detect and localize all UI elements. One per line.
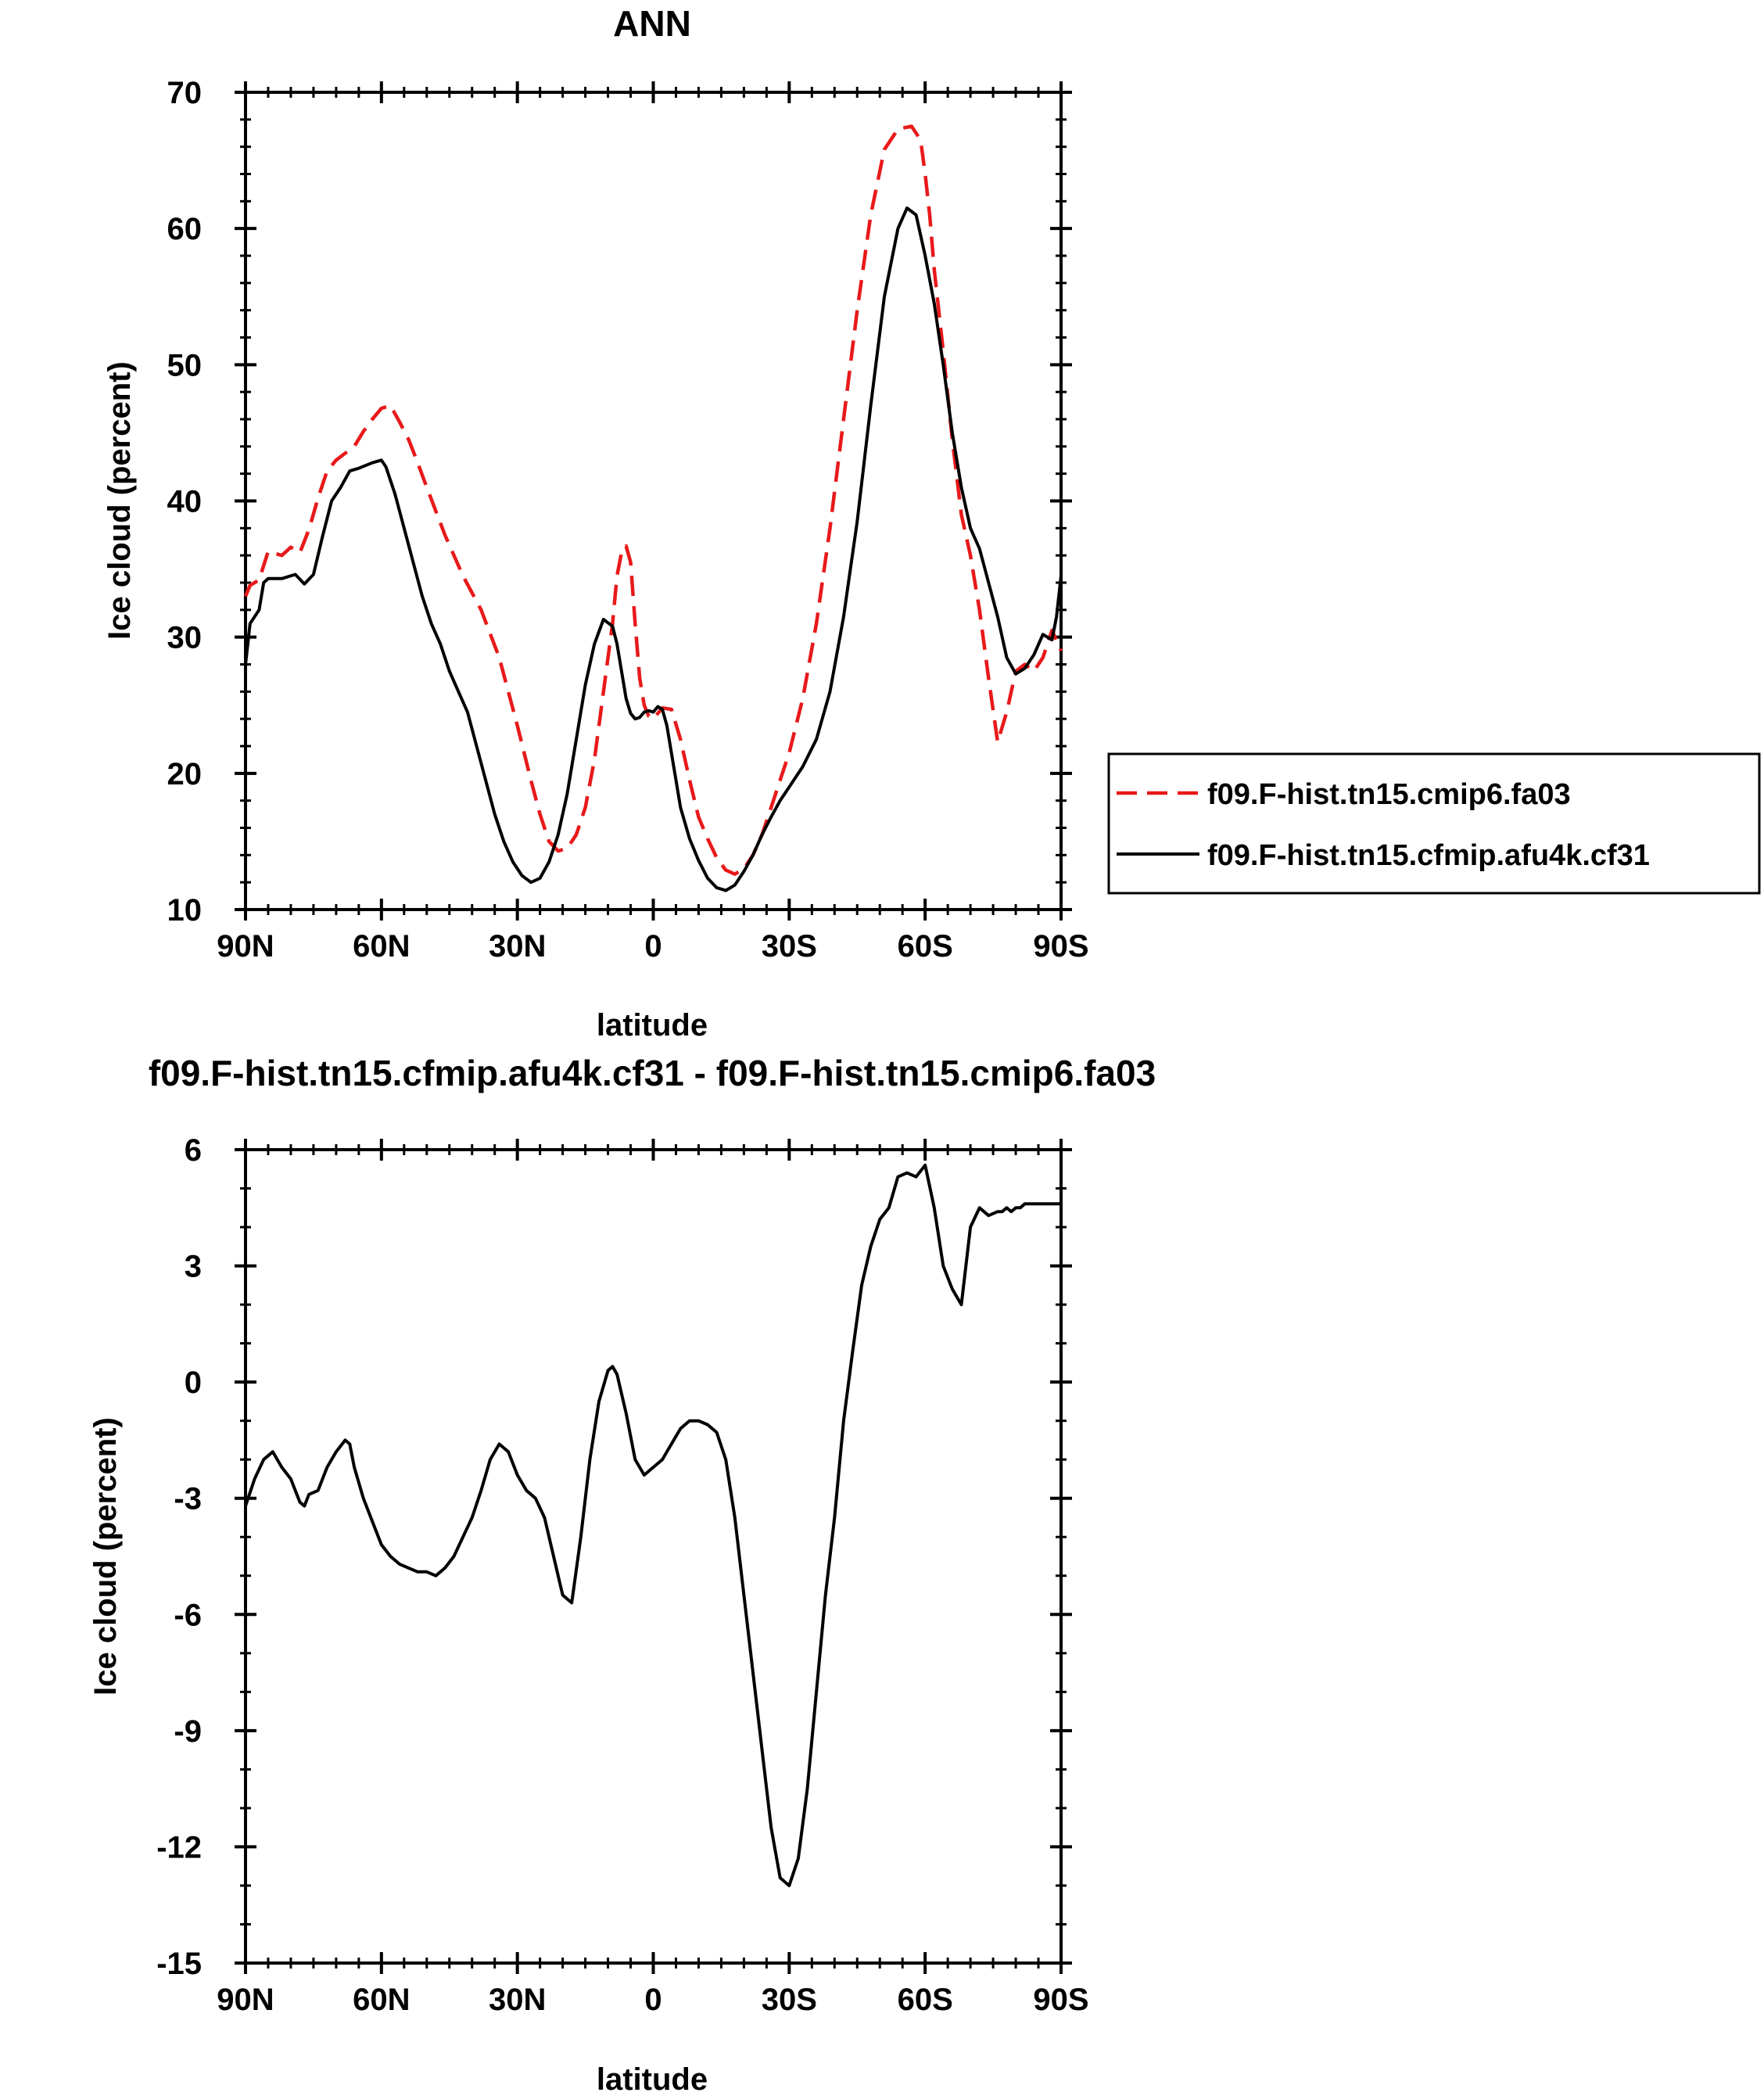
bottom-y-tick-label: -15 (156, 1947, 202, 1981)
bottom-major-ticks (235, 1139, 1072, 1974)
top-y-tick-labels: 10 20 30 40 50 60 70 (167, 76, 203, 928)
bottom-y-axis-label: Ice cloud (percent) (88, 1417, 123, 1696)
top-x-axis-label: latitude (597, 1008, 708, 1043)
top-x-tick-label: 90N (217, 929, 274, 964)
top-major-ticks (235, 81, 1072, 921)
bottom-x-tick-label: 0 (644, 1983, 662, 2017)
top-minor-ticks (240, 87, 1067, 915)
top-x-tick-label: 30S (762, 929, 817, 964)
top-y-tick-label: 40 (167, 485, 203, 519)
series-line-cmip6-fa03 (243, 124, 1063, 876)
legend-label-cmip6-fa03: f09.F-hist.tn15.cmip6.fa03 (1207, 778, 1571, 811)
bottom-x-tick-labels: 90N 60N 30N 0 30S 60S 90S (217, 1983, 1088, 2017)
top-panel: ANN 90N 60N 30N 0 30S 60S 90S 10 20 30 4… (102, 3, 1761, 1043)
legend-label-cfmip-afu4k-cf31: f09.F-hist.tn15.cfmip.afu4k.cf31 (1207, 839, 1650, 872)
bottom-y-tick-label: -9 (174, 1714, 202, 1749)
bottom-x-tick-label: 30S (762, 1983, 817, 2017)
top-x-tick-label: 0 (644, 929, 662, 964)
top-x-tick-labels: 90N 60N 30N 0 30S 60S 90S (217, 929, 1088, 964)
top-y-tick-label: 20 (167, 757, 203, 791)
bottom-chart-title: f09.F-hist.tn15.cfmip.afu4k.cf31 - f09.F… (149, 1053, 1156, 1093)
bottom-y-tick-label: -12 (156, 1830, 202, 1865)
bottom-y-tick-label: -3 (174, 1482, 202, 1516)
top-x-tick-label: 90S (1033, 929, 1088, 964)
legend-box (1107, 752, 1761, 895)
bottom-panel: f09.F-hist.tn15.cfmip.afu4k.cf31 - f09.F… (88, 1053, 1156, 2096)
bottom-y-tick-label: 0 (185, 1366, 202, 1400)
legend: f09.F-hist.tn15.cmip6.fa03 f09.F-hist.tn… (1107, 752, 1761, 895)
top-y-tick-label: 60 (167, 212, 203, 246)
top-y-tick-label: 50 (167, 348, 203, 382)
bottom-y-tick-label: 6 (185, 1133, 202, 1168)
top-x-tick-label: 30N (489, 929, 546, 964)
bottom-y-tick-labels: -15 -12 -9 -6 -3 0 3 6 (156, 1133, 202, 1981)
top-y-tick-label: 10 (167, 893, 203, 928)
top-x-tick-label: 60N (353, 929, 410, 964)
top-x-tick-label: 60S (898, 929, 953, 964)
bottom-plot-frame (244, 1148, 1063, 1965)
top-chart-title: ANN (613, 3, 691, 44)
bottom-x-tick-label: 90N (217, 1983, 274, 2017)
series-line-difference (244, 1163, 1061, 1887)
top-plot-frame (244, 91, 1063, 911)
bottom-minor-ticks (240, 1144, 1067, 1969)
bottom-y-tick-label: -6 (174, 1598, 202, 1632)
top-y-tick-label: 70 (167, 76, 203, 110)
top-y-axis-label: Ice cloud (percent) (102, 361, 137, 640)
top-y-tick-label: 30 (167, 621, 203, 655)
bottom-y-tick-label: 3 (185, 1250, 202, 1284)
series-line-cfmip-afu4k-cf31 (244, 206, 1063, 892)
bottom-x-tick-label: 60N (353, 1983, 410, 2017)
bottom-x-tick-label: 60S (898, 1983, 953, 2017)
bottom-x-tick-label: 30N (489, 1983, 546, 2017)
bottom-x-tick-label: 90S (1033, 1983, 1088, 2017)
bottom-x-axis-label: latitude (597, 2062, 708, 2096)
